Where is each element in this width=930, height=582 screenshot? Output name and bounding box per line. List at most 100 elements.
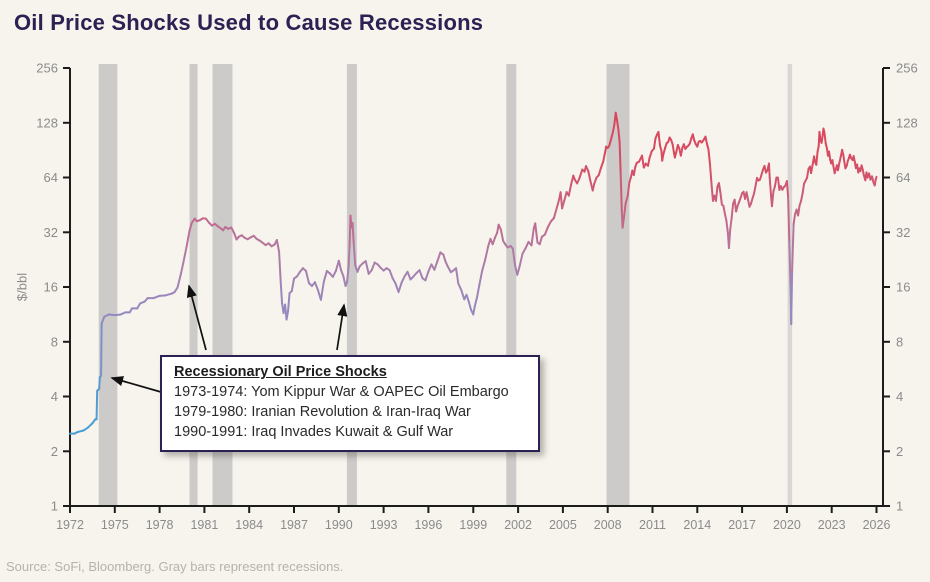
- price-line-segment: [614, 111, 618, 121]
- price-line-segment: [593, 176, 598, 185]
- x-tick-label: 1981: [190, 518, 218, 532]
- price-line-segment: [599, 160, 605, 169]
- price-line-segment: [331, 269, 337, 278]
- y-tick-label-right: 256: [896, 61, 918, 76]
- price-line-segment: [648, 150, 653, 160]
- price-line-segment: [446, 265, 452, 274]
- y-tick-label-left: 2: [51, 444, 58, 459]
- arrow-1990-shock: [336, 303, 348, 351]
- price-line-segment: [673, 150, 678, 159]
- price-line-segment: [484, 245, 490, 261]
- annotation-heading: Recessionary Oil Price Shocks: [174, 364, 387, 380]
- price-line-segment: [561, 199, 566, 210]
- price-line-segment: [319, 280, 325, 301]
- price-line-segment: [725, 219, 729, 234]
- recession-bar: [346, 64, 357, 506]
- price-line-segment: [623, 202, 627, 218]
- y-tick-label-right: 4: [896, 389, 903, 404]
- price-line-segment: [785, 180, 790, 198]
- price-line-segment: [591, 182, 596, 192]
- price-line-segment: [86, 422, 94, 429]
- price-line-segment: [278, 250, 282, 281]
- price-line-segment: [770, 190, 775, 208]
- price-line-segment: [828, 150, 832, 161]
- y-tick-label-left: 1: [51, 499, 58, 514]
- price-line-segment: [158, 294, 167, 297]
- y-tick-label-right: 2: [896, 444, 903, 459]
- price-line-segment: [534, 222, 539, 244]
- y-tick-label-left: 64: [44, 170, 58, 185]
- x-tick-label: 1996: [414, 518, 442, 532]
- price-line-segment: [113, 313, 122, 317]
- price-line-segment: [874, 175, 878, 181]
- recession-bar: [606, 64, 630, 506]
- x-tick-label: 2002: [504, 518, 532, 532]
- price-line-segment: [427, 263, 433, 273]
- price-line-segment: [406, 270, 412, 281]
- price-line-segment: [555, 198, 561, 209]
- chart-title: Oil Price Shocks Used to Cause Recession…: [14, 10, 484, 35]
- price-line-segment: [611, 123, 616, 134]
- price-line-segment: [388, 269, 394, 280]
- price-line-segment: [578, 168, 584, 180]
- price-line-segment: [491, 236, 496, 246]
- price-line-segment: [460, 289, 466, 301]
- price-line-segment: [478, 269, 484, 287]
- price-line-segment: [810, 163, 814, 175]
- price-line-segment: [290, 277, 296, 293]
- price-line-layer: [69, 111, 878, 435]
- price-line-segment: [472, 305, 476, 316]
- price-line-segment: [619, 171, 623, 214]
- x-tick-label: 2023: [818, 518, 846, 532]
- price-line-segment: [729, 217, 733, 232]
- annotation-box: Recessionary Oil Price Shocks 1973-1974:…: [160, 355, 540, 452]
- annotation-line-1979: 1979-1980: Iranian Revolution & Iran-Ira…: [174, 404, 471, 420]
- price-line-segment: [442, 253, 447, 263]
- price-line-segment: [391, 277, 397, 285]
- recession-bar: [506, 64, 517, 506]
- price-line-segment: [818, 130, 822, 141]
- recession-bar: [98, 64, 118, 506]
- price-line-segment: [521, 247, 527, 255]
- price-line-segment: [467, 300, 473, 311]
- y-tick-label-left: 4: [51, 389, 58, 404]
- price-line-segment: [322, 269, 328, 283]
- x-tick-label: 1990: [325, 518, 353, 532]
- price-line-segment: [813, 155, 817, 164]
- price-line-segment: [182, 246, 188, 263]
- price-line-segment: [815, 151, 819, 166]
- price-line-segment: [313, 281, 319, 292]
- price-line-segment: [806, 167, 810, 179]
- price-line-segment: [546, 220, 552, 228]
- x-tick-label: 2005: [549, 518, 577, 532]
- price-line-segment: [767, 162, 771, 179]
- price-line-segment: [753, 185, 757, 195]
- price-line-segment: [530, 227, 535, 247]
- x-tick-label: 1972: [56, 518, 84, 532]
- price-line-segment: [626, 181, 631, 197]
- price-line-segment: [164, 292, 173, 297]
- arrow-1979-shock: [186, 284, 207, 351]
- price-line-segment: [609, 131, 614, 142]
- price-line-segment: [632, 165, 637, 177]
- y-tick-label-left: 32: [44, 225, 58, 240]
- y-axis-title: $/bbl: [14, 272, 30, 302]
- price-line-segment: [370, 261, 376, 272]
- price-line-segment: [587, 169, 592, 183]
- price-line-segment: [823, 132, 827, 145]
- price-line-segment: [518, 252, 524, 268]
- price-line-segment: [797, 204, 801, 217]
- price-line-segment: [624, 194, 629, 205]
- price-line-segment: [707, 148, 711, 166]
- price-line-segment: [615, 118, 620, 132]
- price-line-segment: [842, 154, 846, 164]
- price-line-segment: [287, 292, 291, 313]
- price-line-segment: [543, 226, 549, 236]
- price-line-segment: [230, 226, 236, 235]
- x-tick-label: 1984: [235, 518, 263, 532]
- price-line-segment: [567, 183, 573, 197]
- price-line-segment: [801, 182, 806, 195]
- price-line-segment: [704, 135, 708, 145]
- price-line-segment: [524, 240, 530, 250]
- price-line-segment: [511, 247, 517, 267]
